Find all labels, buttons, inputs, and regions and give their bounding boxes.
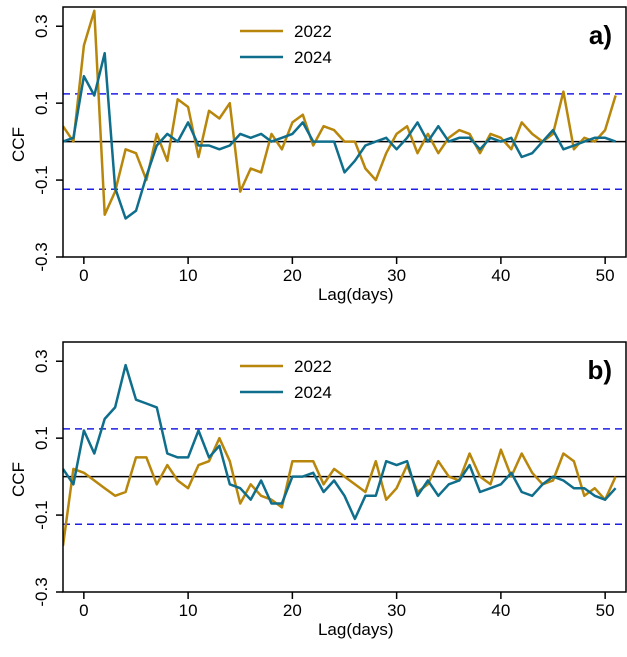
series-line-2022: [63, 436, 617, 546]
y-tick-label: -0.1: [32, 165, 51, 194]
x-tick-label: 30: [387, 601, 406, 620]
y-tick-label: 0.3: [32, 14, 51, 38]
series-line-2024: [63, 363, 617, 521]
plot-frame: [62, 341, 627, 593]
x-axis-label: Lag(days): [318, 620, 394, 639]
legend-label-2024: 2024: [294, 383, 332, 402]
x-tick-label: 50: [596, 266, 615, 285]
x-tick-label: 40: [491, 601, 510, 620]
x-tick-label: 30: [387, 266, 406, 285]
legend-label-2022: 2022: [294, 357, 332, 376]
x-tick-label: 20: [283, 266, 302, 285]
y-tick-label: -0.3: [32, 242, 51, 271]
x-tick-label: 10: [179, 601, 198, 620]
chart-panel-a: 0 10 20 30 40 50 -0.3 -0.1 0.1 0.3 Lag(days) CCF a) 2…: [9, 6, 627, 304]
x-tick-label: 0: [79, 266, 88, 285]
series-line-2022: [63, 9, 617, 216]
panel-label: b): [587, 355, 612, 385]
y-axis-label: CCF: [9, 127, 28, 162]
x-tick-label: 0: [79, 601, 88, 620]
legend: 2022 2024: [240, 357, 332, 402]
y-axis-label: CCF: [9, 462, 28, 497]
plot-frame: [62, 6, 627, 258]
y-tick-label: -0.3: [32, 577, 51, 606]
x-tick-label: 50: [596, 601, 615, 620]
y-tick-label: 0.1: [32, 426, 51, 450]
x-tick-label: 40: [491, 266, 510, 285]
legend-label-2022: 2022: [294, 22, 332, 41]
panel-label: a): [589, 20, 612, 50]
legend: 2022 2024: [240, 22, 332, 67]
x-axis-label: Lag(days): [318, 285, 394, 304]
series-line-2024: [63, 51, 617, 220]
y-tick-label: 0.1: [32, 91, 51, 115]
x-tick-label: 20: [283, 601, 302, 620]
y-tick-label: -0.1: [32, 500, 51, 529]
y-tick-label: 0.3: [32, 349, 51, 373]
x-tick-label: 10: [179, 266, 198, 285]
chart-panel-b: 0 10 20 30 40 50 -0.3 -0.1 0.1 0.3 Lag(days) CCF b) 2…: [9, 341, 627, 639]
legend-label-2024: 2024: [294, 48, 332, 67]
